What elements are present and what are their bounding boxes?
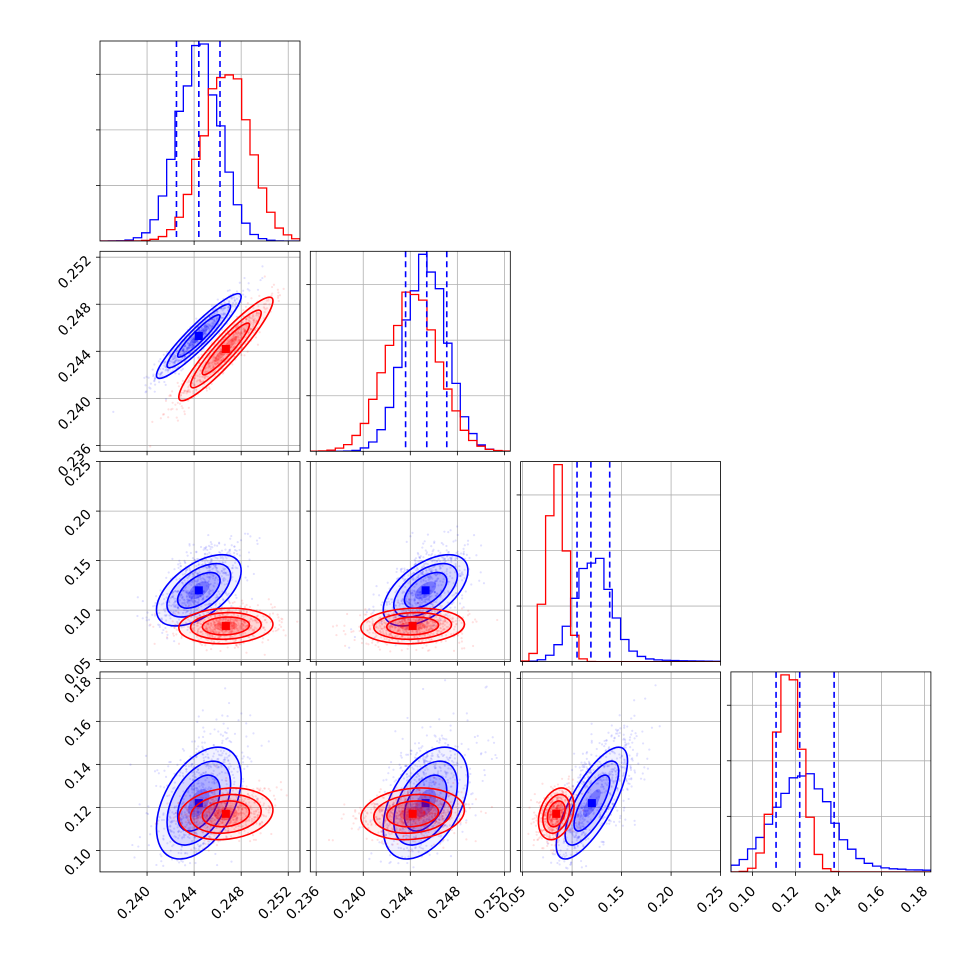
contour-0 (382, 553, 469, 627)
density-peak-0 (587, 799, 596, 808)
x-tick-label: 0.240 (330, 883, 370, 923)
contour-1 (178, 296, 274, 402)
histogram-series-0 (520, 557, 721, 662)
contour-1 (542, 793, 571, 834)
contour-1 (189, 793, 262, 834)
density-peak-1 (221, 809, 230, 818)
contour-0 (166, 760, 232, 846)
panel-frame (99, 250, 301, 452)
y-tick-label: 0.10 (61, 846, 94, 879)
histogram-series-1 (730, 674, 931, 872)
contour-0 (155, 292, 242, 380)
contour-0 (564, 760, 620, 846)
contour-1 (201, 322, 251, 376)
contour-1 (373, 611, 453, 641)
density-peak-0 (194, 586, 203, 595)
scatter-points-0 (348, 525, 486, 649)
histogram-panel-3: 0.10 0.12 0.14 0.16 0.18 (726, 671, 932, 917)
x-tick-label: 0.12 (769, 883, 802, 916)
density-peak-1 (221, 344, 230, 353)
histogram-panel-1 (306, 250, 511, 456)
histogram-panel-0 (96, 40, 301, 245)
contour-1 (360, 607, 466, 645)
x-tick-label: 0.14 (812, 883, 845, 916)
contour-1 (373, 793, 453, 834)
density-peak-0 (421, 799, 430, 808)
scatter-panel-3-1: 0.236 0.240 0.244 0.248 0.252 (283, 671, 511, 923)
x-tick-label: 0.248 (425, 883, 465, 923)
y-tick-label: 0.252 (55, 253, 95, 293)
density-peak-0 (194, 332, 203, 341)
density-peak-1 (221, 621, 230, 630)
x-tick-label: 0.16 (855, 883, 888, 916)
y-tick-label: 0.15 (61, 556, 94, 589)
histogram-series-0 (100, 43, 300, 241)
y-tick-label: 0.12 (61, 803, 94, 836)
density-peak-1 (552, 809, 561, 818)
contour-1 (201, 800, 251, 828)
contour-1 (546, 800, 566, 828)
scatter-points-0 (129, 687, 270, 867)
contour-0 (166, 303, 232, 369)
x-tick-label: 0.10 (726, 883, 759, 916)
contour-0 (403, 571, 448, 609)
scatter-panel-3-0: 0.100.120.140.160.180.240 0.244 0.248 0.252 (61, 671, 301, 923)
contour-1 (360, 787, 466, 841)
histogram-series-1 (310, 291, 511, 452)
contour-0 (382, 746, 469, 860)
histogram-panel-2 (516, 461, 721, 666)
x-tick-label: 0.240 (114, 883, 154, 923)
x-tick-label: 0.15 (595, 883, 628, 916)
scatter-panel-2-1 (306, 461, 511, 666)
y-tick-label: 0.240 (55, 394, 95, 434)
y-tick-label: 0.14 (61, 760, 94, 793)
contour-0 (166, 562, 232, 618)
panel-frame (520, 671, 721, 873)
contour-0 (393, 562, 459, 618)
density-peak-1 (408, 809, 417, 818)
panel-frame (99, 461, 301, 663)
y-tick-label: 0.16 (61, 717, 94, 750)
contour-0 (573, 774, 611, 832)
x-tick-label: 0.18 (898, 883, 931, 916)
density-peak-0 (421, 586, 430, 595)
y-tick-label: 0.244 (55, 347, 95, 387)
histogram-series-0 (730, 773, 931, 872)
x-tick-label: 0.244 (161, 883, 201, 923)
panel-frame (730, 671, 932, 873)
x-tick-label: 0.20 (645, 883, 678, 916)
contour-1 (385, 616, 440, 636)
contour-0 (176, 571, 221, 609)
y-tick-label: 0.248 (55, 300, 95, 340)
x-tick-label: 0.244 (377, 883, 417, 923)
contour-0 (155, 746, 242, 860)
contour-1 (537, 787, 575, 841)
y-tick-label: 0.20 (61, 507, 94, 540)
contour-1 (201, 616, 251, 636)
x-tick-label: 0.25 (694, 883, 727, 916)
contour-1 (178, 607, 274, 645)
contour-1 (385, 800, 440, 828)
y-tick-label: 0.10 (61, 606, 94, 639)
contour-0 (155, 553, 242, 627)
x-tick-label: 0.248 (208, 883, 248, 923)
histogram-series-1 (100, 74, 300, 241)
contour-0 (555, 746, 629, 860)
density-peak-1 (408, 621, 417, 630)
contour-0 (393, 760, 459, 846)
contour-1 (178, 787, 274, 841)
panel-frame (520, 461, 721, 663)
x-tick-label: 0.10 (546, 883, 579, 916)
contour-1 (189, 309, 262, 389)
scatter-panel-2-0: 0.050.100.150.200.25 (61, 457, 301, 688)
panel-frame (99, 671, 301, 873)
contour-1 (189, 611, 262, 641)
panel-frame (99, 40, 301, 242)
scatter-panel-3-2: 0.05 0.10 0.15 0.20 0.25 (496, 671, 727, 917)
